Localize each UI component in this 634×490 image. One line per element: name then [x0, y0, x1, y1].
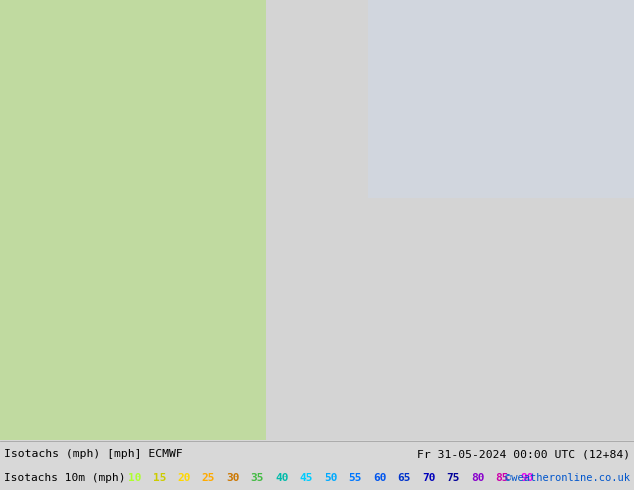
Text: 30: 30: [226, 472, 240, 483]
Text: Isotachs 10m (mph): Isotachs 10m (mph): [4, 472, 126, 483]
Bar: [266, 0, 634, 440]
Text: 50: 50: [324, 472, 337, 483]
Text: 85: 85: [496, 472, 509, 483]
Bar: [368, 0, 634, 198]
Text: Fr 31-05-2024 00:00 UTC (12+84): Fr 31-05-2024 00:00 UTC (12+84): [417, 449, 630, 459]
Text: 90: 90: [520, 472, 533, 483]
Text: 35: 35: [250, 472, 264, 483]
Text: ©weatheronline.co.uk: ©weatheronline.co.uk: [505, 472, 630, 483]
Text: 80: 80: [471, 472, 484, 483]
Text: 60: 60: [373, 472, 387, 483]
Text: 55: 55: [349, 472, 362, 483]
Text: 15: 15: [153, 472, 166, 483]
Bar: [0, 0, 266, 440]
Text: 75: 75: [446, 472, 460, 483]
Text: 70: 70: [422, 472, 436, 483]
Text: 10: 10: [128, 472, 141, 483]
Text: 45: 45: [299, 472, 313, 483]
Text: 20: 20: [177, 472, 190, 483]
Text: 25: 25: [202, 472, 215, 483]
Text: 65: 65: [398, 472, 411, 483]
Text: 40: 40: [275, 472, 288, 483]
Text: Isotachs (mph) [mph] ECMWF: Isotachs (mph) [mph] ECMWF: [4, 449, 183, 459]
